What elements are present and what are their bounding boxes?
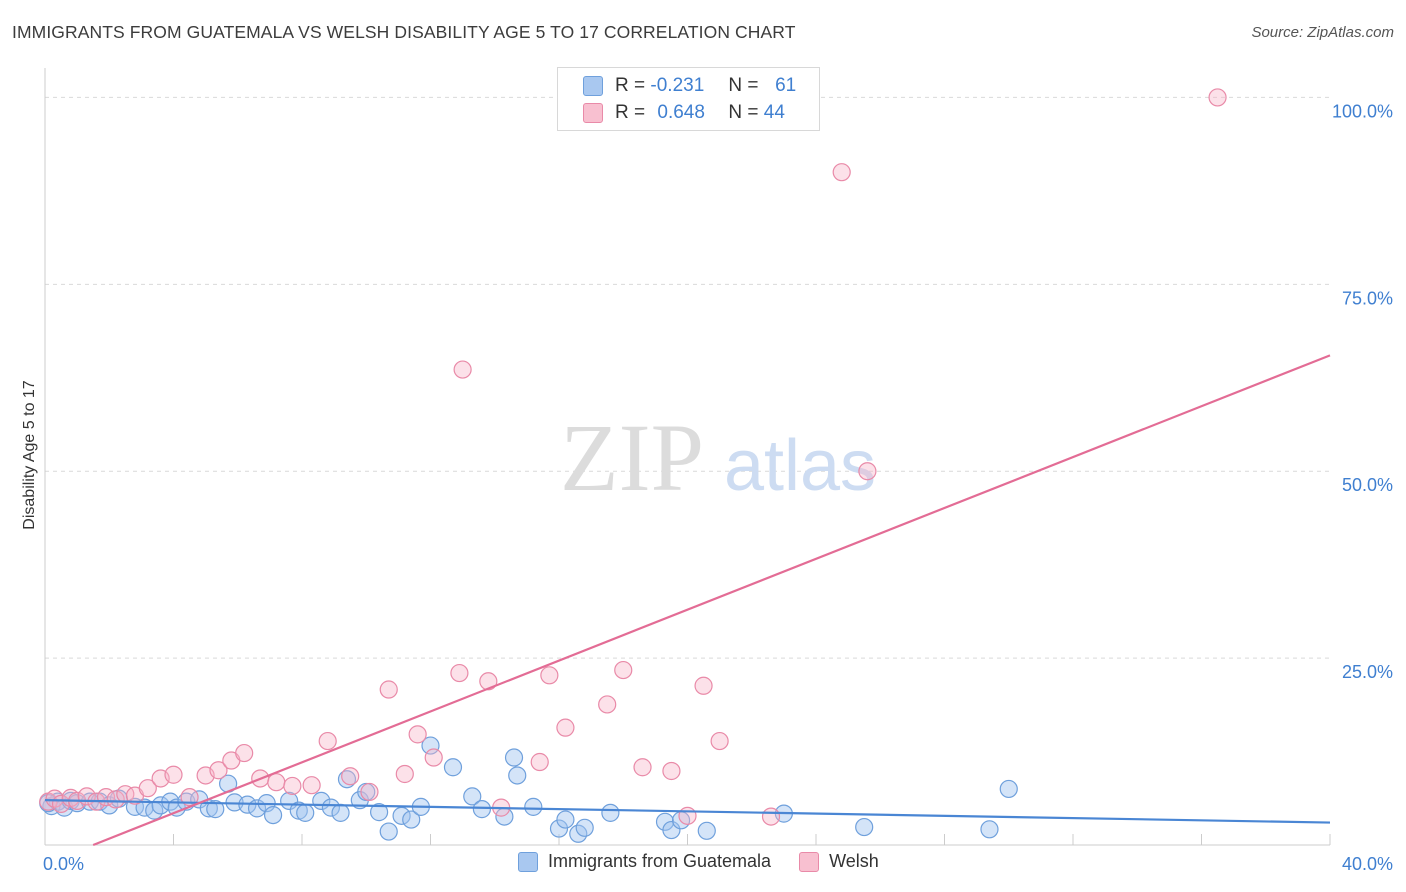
legend-item-welsh[interactable]: Welsh: [799, 851, 879, 872]
welsh-point: [283, 776, 302, 796]
welsh-point: [710, 731, 729, 751]
legend-r-label: R =: [615, 102, 646, 123]
guatemala-trend-line: [44, 799, 1331, 824]
welsh-point: [395, 764, 414, 784]
guatemala-point: [472, 800, 491, 819]
welsh-point: [180, 788, 199, 807]
legend-swatch-welsh: [799, 851, 820, 872]
points-layer: [39, 88, 1227, 843]
legend-r-value: -0.231: [650, 75, 705, 96]
guatemala-point: [463, 787, 482, 806]
welsh-point: [479, 672, 498, 691]
welsh-point: [530, 752, 549, 772]
guatemala-point: [601, 803, 620, 822]
guatemala-point: [443, 758, 463, 777]
legend-n-label: N =: [728, 102, 759, 123]
guatemala-point: [263, 805, 283, 825]
guatemala-point: [379, 822, 398, 841]
welsh-point: [662, 761, 681, 781]
watermark-zip: ZIP: [560, 404, 704, 511]
welsh-point: [408, 725, 427, 744]
legend-swatch-guatemala: [583, 76, 603, 96]
series-legend: Immigrants from Guatemala Welsh: [518, 851, 907, 872]
welsh-point: [453, 360, 472, 379]
welsh-point: [614, 660, 633, 680]
y-tick-label: 100.0%: [1332, 101, 1393, 121]
legend-r-label: R =: [615, 75, 646, 96]
watermark-atlas: atlas: [724, 426, 876, 506]
welsh-point: [858, 462, 877, 481]
legend-n-value: 61: [775, 75, 797, 96]
legend-item-guatemala[interactable]: Immigrants from Guatemala: [518, 851, 771, 872]
welsh-point: [302, 776, 321, 795]
welsh-point: [106, 790, 125, 809]
tick-labels: 100.0% 75.0% 50.0% 25.0% 0.0% 40.0%: [43, 101, 1393, 874]
welsh-point: [235, 743, 254, 763]
welsh-point: [832, 163, 851, 182]
welsh-point: [678, 806, 697, 825]
guatemala-point: [980, 820, 999, 839]
guatemala-point: [508, 766, 527, 785]
legend-swatch-guatemala: [518, 851, 538, 872]
welsh-point: [379, 680, 398, 699]
guatemala-point: [855, 817, 874, 837]
legend-swatch-welsh: [583, 103, 603, 123]
axes: [44, 68, 1331, 846]
grid: [45, 96, 1330, 659]
welsh-point: [633, 758, 652, 777]
welsh-point: [1208, 88, 1227, 107]
guatemala-point: [697, 821, 716, 840]
welsh-point: [694, 676, 713, 695]
welsh-point: [116, 785, 135, 804]
welsh-point: [360, 782, 379, 802]
legend-n-label: N =: [728, 75, 759, 96]
x-tick-label-left: 0.0%: [43, 854, 84, 874]
legend-row-welsh: R = 0.648 N = 44: [583, 101, 785, 125]
guatemala-point: [206, 800, 225, 819]
legend-r-value: 0.648: [657, 102, 705, 123]
welsh-point: [138, 779, 157, 798]
guatemala-point: [662, 820, 681, 840]
welsh-point: [450, 663, 469, 683]
welsh-point: [556, 718, 575, 737]
guatemala-point: [421, 736, 440, 755]
guatemala-point: [556, 810, 575, 829]
chart-title: IMMIGRANTS FROM GUATEMALA VS WELSH DISAB…: [12, 22, 796, 42]
guatemala-point: [999, 779, 1018, 799]
guatemala-point: [524, 797, 543, 816]
welsh-point: [164, 765, 183, 784]
guatemala-point: [337, 770, 357, 789]
welsh-point: [318, 731, 337, 751]
y-tick-label: 25.0%: [1342, 662, 1393, 682]
y-tick-label: 75.0%: [1342, 288, 1393, 308]
guatemala-point: [549, 819, 569, 838]
chart-source: Source: ZipAtlas.com: [1251, 24, 1394, 41]
welsh-trend-line: [92, 354, 1331, 847]
guatemala-point: [575, 818, 594, 837]
legend-row-guatemala: R = -0.231 N = 61: [583, 74, 796, 98]
y-axis-label: Disability Age 5 to 17: [21, 380, 38, 530]
guatemala-point: [504, 748, 524, 767]
guatemala-point: [331, 803, 350, 822]
legend-n-value: 44: [763, 102, 785, 123]
x-tick-label-right: 40.0%: [1342, 854, 1393, 874]
trend-lines: [44, 354, 1331, 847]
guatemala-point: [402, 810, 421, 829]
watermark: ZIP atlas: [560, 404, 876, 511]
welsh-point: [598, 695, 617, 714]
welsh-point: [209, 761, 228, 780]
guatemala-point: [296, 803, 315, 822]
guatemala-point: [321, 798, 341, 817]
welsh-point: [341, 767, 360, 786]
y-tick-label: 50.0%: [1342, 475, 1393, 495]
welsh-point: [424, 748, 443, 767]
welsh-point: [540, 666, 559, 685]
legend-label-welsh: Welsh: [829, 851, 879, 871]
welsh-point: [267, 773, 286, 792]
welsh-point: [761, 807, 781, 826]
correlation-legend: R = -0.231 N = 61 R = 0.648 N = 44: [557, 67, 820, 131]
legend-label-guatemala: Immigrants from Guatemala: [548, 851, 772, 871]
guatemala-point: [370, 803, 389, 822]
